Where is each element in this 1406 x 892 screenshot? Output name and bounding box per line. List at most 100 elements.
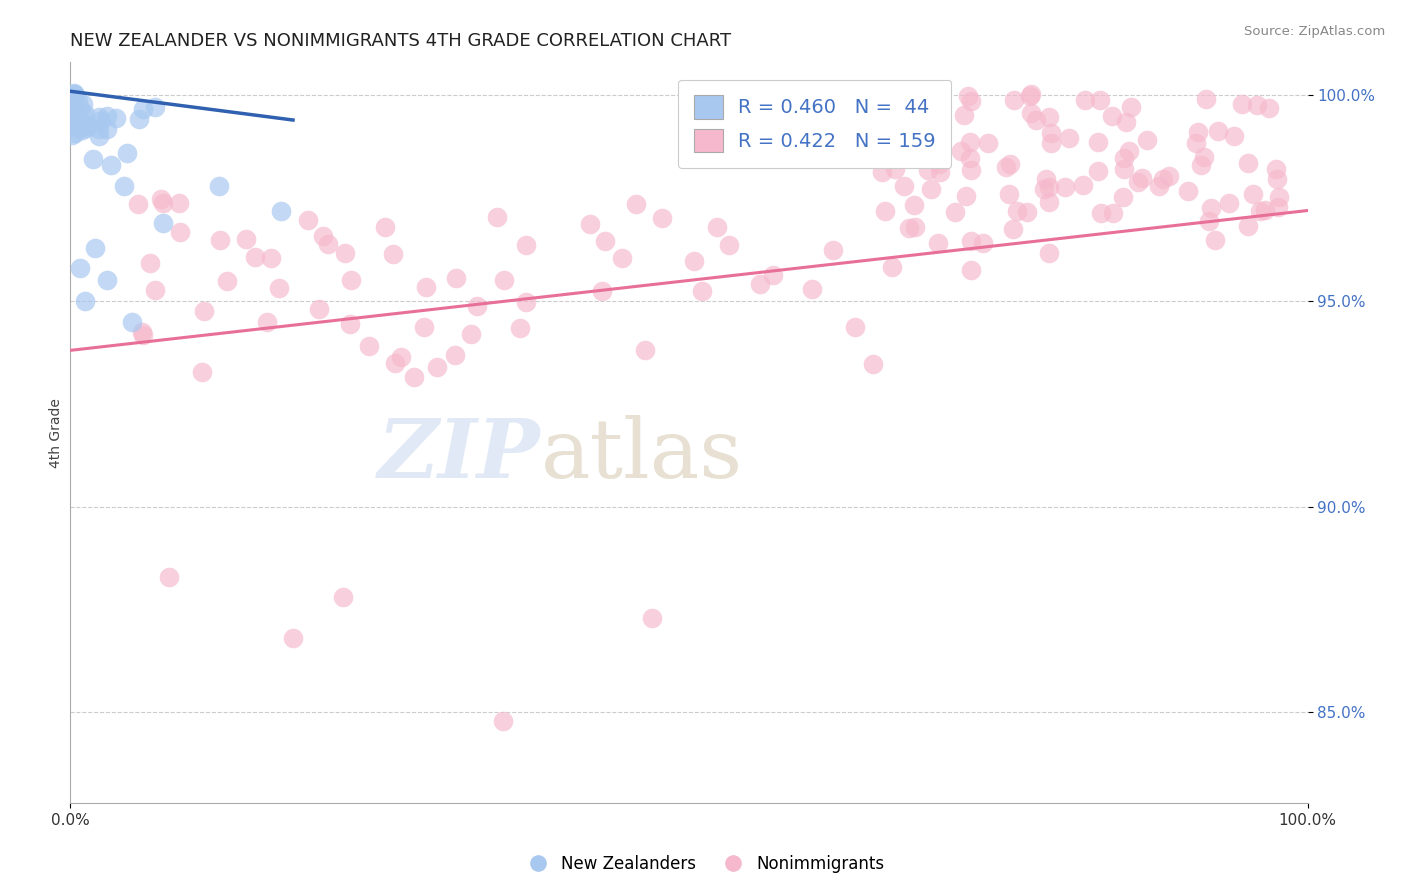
Point xyxy=(1017,205,1039,219)
Point xyxy=(104,111,127,125)
Point xyxy=(87,129,110,144)
Point xyxy=(920,182,942,196)
Point xyxy=(1195,92,1218,106)
Point xyxy=(1005,204,1028,219)
Point xyxy=(1054,179,1077,194)
Point xyxy=(62,116,84,130)
Point xyxy=(1121,100,1143,114)
Point xyxy=(84,240,107,254)
Point xyxy=(1040,136,1063,151)
Point xyxy=(1090,206,1112,220)
Point xyxy=(960,163,983,178)
Point xyxy=(215,274,238,288)
Point xyxy=(883,162,905,177)
Point xyxy=(1057,131,1080,145)
Point xyxy=(460,326,482,341)
Point xyxy=(132,328,155,343)
Point xyxy=(1102,206,1125,220)
Point xyxy=(485,211,508,225)
Point xyxy=(1199,201,1222,215)
Point xyxy=(149,192,172,206)
Point xyxy=(1147,178,1170,193)
Point xyxy=(260,251,283,265)
Legend: R = 0.460   N =  44, R = 0.422   N = 159: R = 0.460 N = 44, R = 0.422 N = 159 xyxy=(678,79,952,168)
Point xyxy=(1246,98,1268,112)
Point xyxy=(426,359,449,374)
Point xyxy=(591,284,613,298)
Point xyxy=(1039,127,1062,141)
Point xyxy=(193,304,215,318)
Point xyxy=(308,302,330,317)
Point xyxy=(63,88,86,103)
Point xyxy=(96,109,118,123)
Point xyxy=(1135,133,1157,147)
Point xyxy=(898,221,921,235)
Point xyxy=(63,87,86,101)
Point xyxy=(132,102,155,116)
Point xyxy=(959,135,981,149)
Point xyxy=(1112,189,1135,203)
Point xyxy=(1230,96,1253,111)
Point xyxy=(952,108,974,122)
Point xyxy=(1198,214,1220,228)
Point xyxy=(256,315,278,329)
Point xyxy=(862,357,884,371)
Point xyxy=(1071,178,1094,193)
Point xyxy=(89,110,111,124)
Point xyxy=(893,130,915,145)
Point xyxy=(844,320,866,334)
Point xyxy=(1038,179,1060,194)
Point xyxy=(492,714,515,728)
Text: ZIP: ZIP xyxy=(378,415,540,495)
Point xyxy=(446,271,468,285)
Point xyxy=(270,203,292,218)
Point xyxy=(960,234,983,248)
Point xyxy=(1118,144,1140,158)
Point xyxy=(60,128,83,143)
Point xyxy=(89,114,111,128)
Point xyxy=(1218,196,1240,211)
Point xyxy=(267,281,290,295)
Point xyxy=(1152,172,1174,186)
Point xyxy=(89,121,111,136)
Point xyxy=(70,103,93,117)
Point xyxy=(208,233,231,247)
Point xyxy=(82,152,104,166)
Point xyxy=(112,178,135,193)
Point xyxy=(1237,219,1260,234)
Point xyxy=(96,273,118,287)
Point xyxy=(67,113,90,128)
Point xyxy=(381,247,404,261)
Point xyxy=(1001,222,1024,236)
Point xyxy=(65,120,87,134)
Point xyxy=(959,151,981,165)
Point xyxy=(1025,113,1047,128)
Point xyxy=(893,179,915,194)
Point xyxy=(1267,201,1289,215)
Point xyxy=(1115,115,1137,129)
Point xyxy=(956,89,979,103)
Point xyxy=(994,161,1017,175)
Point xyxy=(1250,204,1272,219)
Point xyxy=(131,326,153,340)
Point xyxy=(63,109,86,123)
Point xyxy=(1268,190,1291,204)
Point xyxy=(1265,172,1288,186)
Point xyxy=(65,104,87,119)
Point xyxy=(1241,187,1264,202)
Point xyxy=(960,263,983,277)
Point xyxy=(515,238,537,252)
Point xyxy=(115,146,138,161)
Point xyxy=(1264,162,1286,177)
Y-axis label: 4th Grade: 4th Grade xyxy=(49,398,63,467)
Point xyxy=(65,127,87,141)
Point xyxy=(1194,150,1216,164)
Point xyxy=(579,217,602,231)
Point xyxy=(624,196,647,211)
Point xyxy=(593,234,616,248)
Point xyxy=(1035,172,1057,186)
Point xyxy=(72,123,94,137)
Point xyxy=(880,260,903,274)
Point xyxy=(243,250,266,264)
Point xyxy=(1126,175,1149,189)
